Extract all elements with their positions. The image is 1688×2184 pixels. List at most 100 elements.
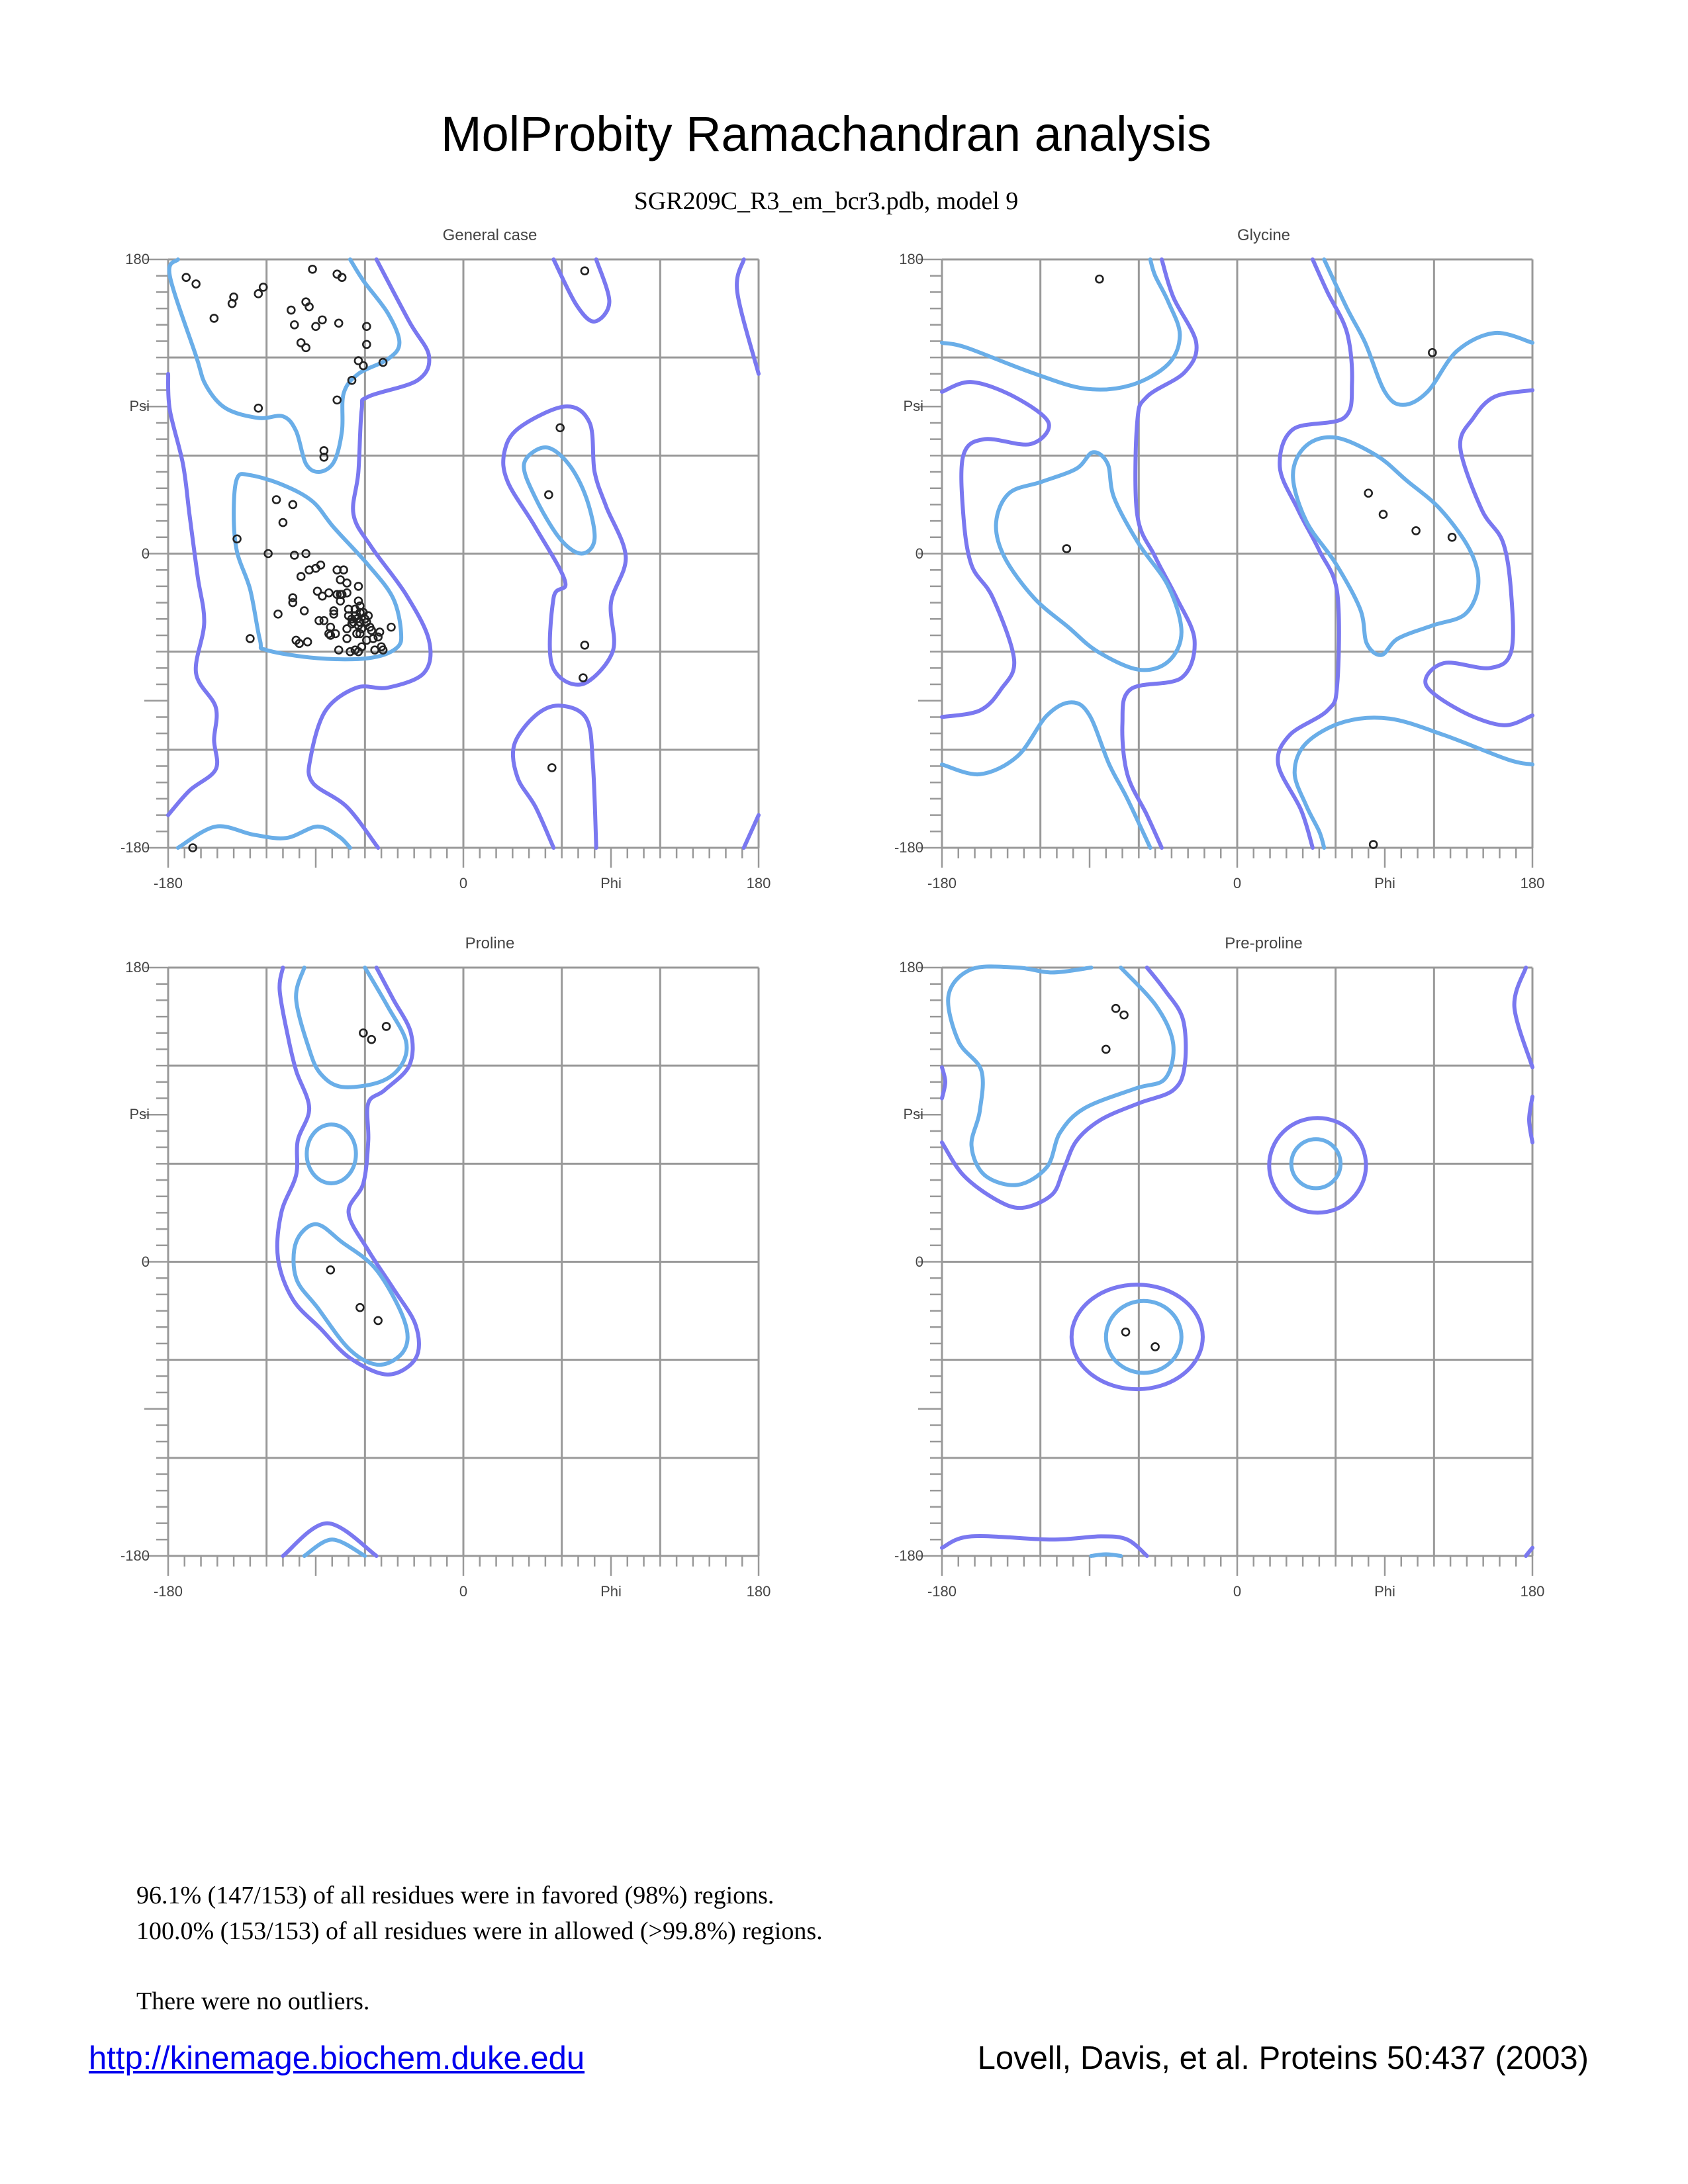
allowed-contour bbox=[551, 257, 612, 324]
residue-point bbox=[580, 266, 590, 276]
residue-point bbox=[254, 403, 263, 413]
allowed-contour bbox=[741, 813, 761, 850]
allowed-contour bbox=[1512, 966, 1534, 1069]
residue-point bbox=[334, 645, 344, 655]
residue-point bbox=[378, 645, 388, 655]
residue-point bbox=[362, 322, 371, 332]
allowed-contour bbox=[1120, 257, 1199, 850]
residue-point bbox=[308, 265, 317, 274]
x-tick-label: -180 bbox=[927, 875, 957, 891]
x-tick-label: -180 bbox=[927, 1583, 957, 1600]
residue-point bbox=[263, 549, 273, 559]
favored-contour bbox=[175, 824, 352, 850]
residue-point bbox=[329, 610, 339, 619]
residue-point bbox=[271, 495, 281, 504]
allowed-contour bbox=[1267, 1116, 1368, 1215]
residue-point bbox=[373, 1316, 383, 1326]
residue-point bbox=[1428, 347, 1437, 357]
residue-point bbox=[337, 273, 347, 282]
residue-point bbox=[362, 340, 371, 349]
residue-point bbox=[289, 551, 299, 560]
y-tick-label: 180 bbox=[899, 251, 923, 267]
residue-point bbox=[363, 611, 373, 621]
kinemage-link[interactable]: http://kinemage.biochem.duke.edu bbox=[89, 2040, 585, 2076]
y-tick-label: Psi bbox=[903, 398, 923, 415]
plot-title: Proline bbox=[465, 934, 515, 952]
residue-point bbox=[350, 645, 360, 655]
x-tick-label: 180 bbox=[1520, 875, 1545, 891]
residue-point bbox=[357, 624, 367, 633]
favored-contour bbox=[1103, 1298, 1184, 1375]
residue-point bbox=[555, 423, 565, 433]
plot-glycine: Glycine 180 Psi 0 -180 -180 0 Phi 180 bbox=[894, 226, 1544, 891]
plot-proline: Proline 180 Psi 0 -180 -180 0 Phi 180 bbox=[120, 934, 771, 1600]
residue-point bbox=[1447, 533, 1457, 542]
citation: Lovell, Davis, et al. Proteins 50:437 (2… bbox=[977, 2040, 1589, 2076]
residue-point bbox=[342, 624, 352, 633]
residue-point bbox=[319, 453, 329, 462]
favored-contour bbox=[294, 966, 409, 1089]
residue-point bbox=[367, 1034, 377, 1044]
residue-point bbox=[299, 606, 309, 615]
residue-point bbox=[353, 356, 363, 365]
y-tick-label: Psi bbox=[129, 398, 150, 415]
allowed-contour bbox=[735, 257, 761, 376]
allowed-contour bbox=[1524, 1545, 1534, 1558]
residue-point bbox=[288, 598, 298, 608]
residue-point bbox=[1101, 1044, 1111, 1054]
residue-point bbox=[359, 361, 368, 371]
x-tick-label: Phi bbox=[1374, 875, 1395, 891]
favored-contour bbox=[1089, 1552, 1123, 1558]
favored-contour bbox=[291, 1222, 410, 1367]
residue-point bbox=[381, 1022, 391, 1031]
y-tick-label: Psi bbox=[129, 1106, 150, 1123]
residue-point bbox=[342, 578, 352, 588]
residue-point bbox=[287, 305, 296, 315]
residue-point bbox=[346, 647, 355, 657]
allowed-contour bbox=[940, 1534, 1149, 1558]
residue-point bbox=[301, 549, 310, 559]
residue-point bbox=[181, 273, 191, 282]
outliers-summary: There were no outliers. bbox=[136, 1987, 370, 2015]
residue-point bbox=[342, 588, 352, 598]
residue-point bbox=[288, 593, 298, 602]
x-tick-label: 180 bbox=[746, 1583, 771, 1600]
allowed-contour bbox=[1423, 388, 1534, 727]
favored-contour bbox=[167, 257, 402, 475]
y-tick-label: Psi bbox=[903, 1106, 923, 1123]
y-tick-label: 0 bbox=[915, 545, 923, 562]
residue-point bbox=[359, 1028, 368, 1038]
residue-point bbox=[296, 338, 306, 347]
favored-contour bbox=[305, 1122, 358, 1185]
favored-contour bbox=[994, 450, 1184, 672]
favored-contour bbox=[1322, 257, 1534, 407]
x-tick-label: Phi bbox=[600, 1583, 622, 1600]
residue-point bbox=[303, 637, 312, 647]
residue-point bbox=[295, 639, 305, 649]
plot-canvas bbox=[918, 964, 1534, 1576]
residue-point bbox=[1368, 840, 1378, 849]
x-tick-label: 0 bbox=[1233, 875, 1242, 891]
plot-pre-proline: Pre-proline 180 Psi 0 -180 -180 0 Phi 180 bbox=[894, 934, 1544, 1600]
residue-point bbox=[350, 611, 360, 621]
x-tick-label: Phi bbox=[600, 875, 622, 891]
plot-title: General case bbox=[442, 226, 538, 244]
allowed-contour bbox=[1527, 1095, 1534, 1145]
residue-point bbox=[378, 357, 388, 367]
residue-point bbox=[373, 632, 383, 642]
residue-point bbox=[188, 843, 197, 852]
residue-point bbox=[1364, 488, 1374, 498]
residue-point bbox=[296, 572, 306, 581]
allowed-contour bbox=[281, 1521, 379, 1558]
residue-point bbox=[1095, 274, 1104, 284]
favored-contour bbox=[940, 257, 1182, 392]
plot-title: Pre-proline bbox=[1225, 934, 1303, 952]
residue-point bbox=[1062, 544, 1072, 553]
x-tick-label: 180 bbox=[746, 875, 771, 891]
y-tick-label: 0 bbox=[141, 1253, 150, 1270]
residue-point bbox=[312, 586, 322, 596]
allowed-contour bbox=[1276, 257, 1354, 850]
favored-contour bbox=[1289, 1137, 1343, 1191]
allowed-summary: 100.0% (153/153) of all residues were in… bbox=[136, 1917, 823, 1945]
y-tick-label: 0 bbox=[141, 545, 150, 562]
